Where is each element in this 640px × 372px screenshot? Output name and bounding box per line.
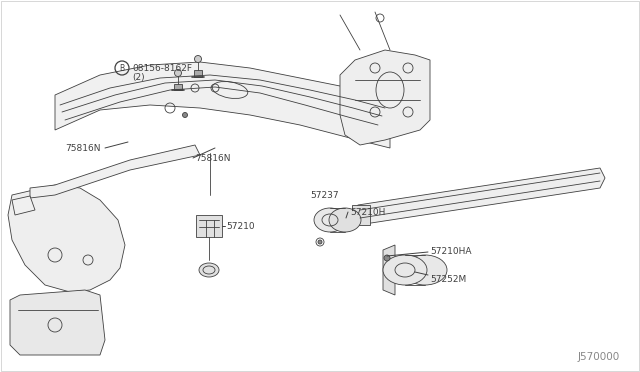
Text: 57210: 57210 [226,221,255,231]
Polygon shape [340,50,430,145]
Text: 75816N: 75816N [195,154,230,163]
Text: B: B [120,64,125,73]
Polygon shape [383,245,395,295]
Text: (2): (2) [132,73,145,81]
Polygon shape [30,145,200,198]
Polygon shape [8,185,125,292]
Polygon shape [196,215,222,237]
Circle shape [195,55,202,62]
Text: 08156-8162F: 08156-8162F [132,64,192,73]
Polygon shape [194,70,202,77]
Text: 57237: 57237 [310,190,339,199]
Text: 57210HA: 57210HA [430,247,472,257]
Circle shape [384,255,390,261]
Circle shape [175,70,182,77]
Text: 57210H: 57210H [350,208,385,217]
Polygon shape [12,196,35,215]
Polygon shape [174,84,182,90]
Ellipse shape [383,255,427,285]
Ellipse shape [199,263,219,277]
Polygon shape [55,62,390,148]
Polygon shape [10,290,105,355]
Circle shape [318,240,322,244]
Text: J570000: J570000 [578,352,620,362]
Ellipse shape [403,255,447,285]
Polygon shape [352,205,370,225]
Polygon shape [352,168,605,225]
Circle shape [182,112,188,118]
Ellipse shape [314,208,346,232]
Text: 75816N: 75816N [65,144,100,153]
Text: 57252M: 57252M [430,276,467,285]
Ellipse shape [329,208,361,232]
